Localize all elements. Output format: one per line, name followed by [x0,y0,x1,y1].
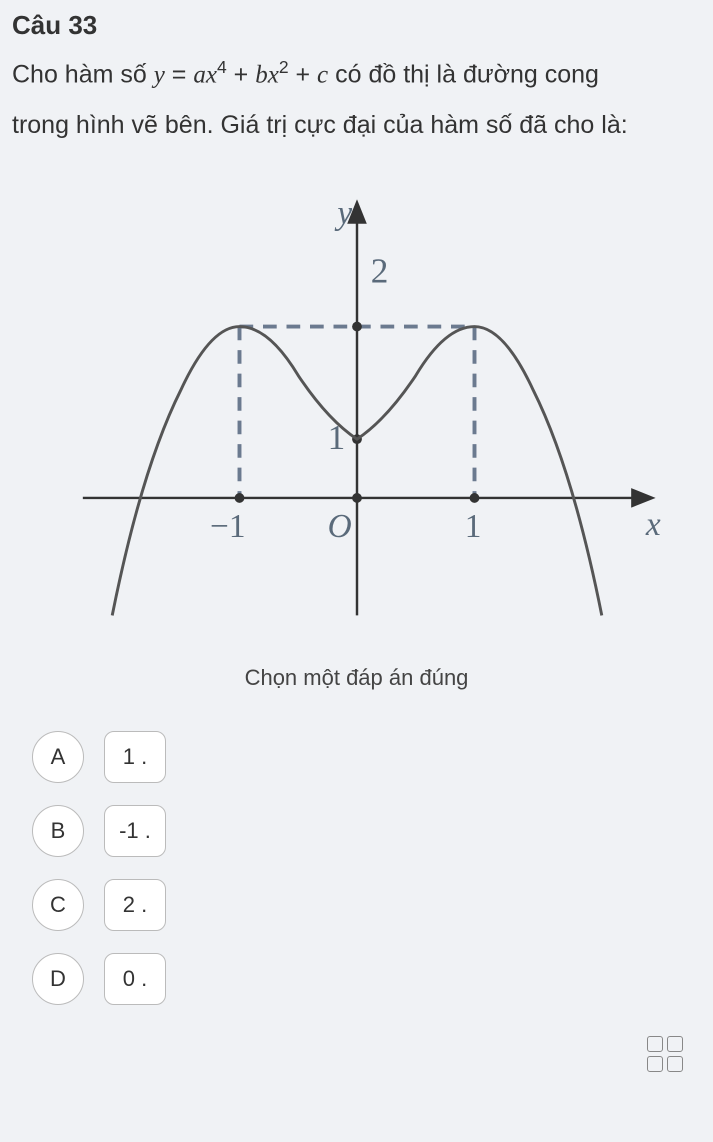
option-value-d: 0 . [104,953,166,1005]
instruction-text: Chọn một đáp án đúng [12,665,701,691]
option-value-a: 1 . [104,731,166,783]
math-eq: = [165,60,194,88]
label-origin: O [327,508,351,545]
grid-cell [667,1056,683,1072]
option-letter-d: D [32,953,84,1005]
option-letter-a: A [32,731,84,783]
point-xm1 [234,493,244,503]
option-a[interactable]: A 1 . [32,731,701,783]
label-xm1: −1 [210,508,245,545]
label-x-axis: x [644,506,660,543]
math-exp2: 2 [279,57,289,77]
graph-container: y x 2 1 O −1 1 [12,165,701,635]
math-y: y [154,61,165,88]
math-b: b [255,61,268,88]
grid-cell [647,1036,663,1052]
label-y-axis: y [334,195,352,232]
option-letter-b: B [32,805,84,857]
grid-cell [667,1036,683,1052]
math-a: a [193,61,206,88]
point-x1 [469,493,479,503]
question-text-line1: Cho hàm số y = ax4 + bx2 + c có đồ thị l… [12,53,701,95]
label-x1: 1 [464,508,481,545]
grid-menu-icon[interactable] [647,1036,683,1072]
options-list: A 1 . B -1 . C 2 . D 0 . [12,731,701,1005]
q-prefix: Cho hàm số [12,60,154,88]
question-label: Câu 33 [12,10,701,41]
point-y2 [352,322,362,332]
option-b[interactable]: B -1 . [32,805,701,857]
question-text-line2: trong hình vẽ bên. Giá trị cực đại của h… [12,105,701,145]
option-letter-c: C [32,879,84,931]
math-x2: x [268,61,279,88]
math-exp4: 4 [217,57,227,77]
label-y1: 1 [327,418,345,457]
math-x1: x [206,61,217,88]
option-c[interactable]: C 2 . [32,879,701,931]
math-plus2: + [289,60,318,88]
option-d[interactable]: D 0 . [32,953,701,1005]
point-origin [352,493,362,503]
graph-svg: y x 2 1 O −1 1 [37,165,677,635]
math-plus1: + [227,60,256,88]
option-value-b: -1 . [104,805,166,857]
q-suffix: có đồ thị là đường cong [328,60,599,88]
grid-cell [647,1056,663,1072]
label-y2: 2 [370,252,388,291]
math-c: c [317,61,328,88]
option-value-c: 2 . [104,879,166,931]
